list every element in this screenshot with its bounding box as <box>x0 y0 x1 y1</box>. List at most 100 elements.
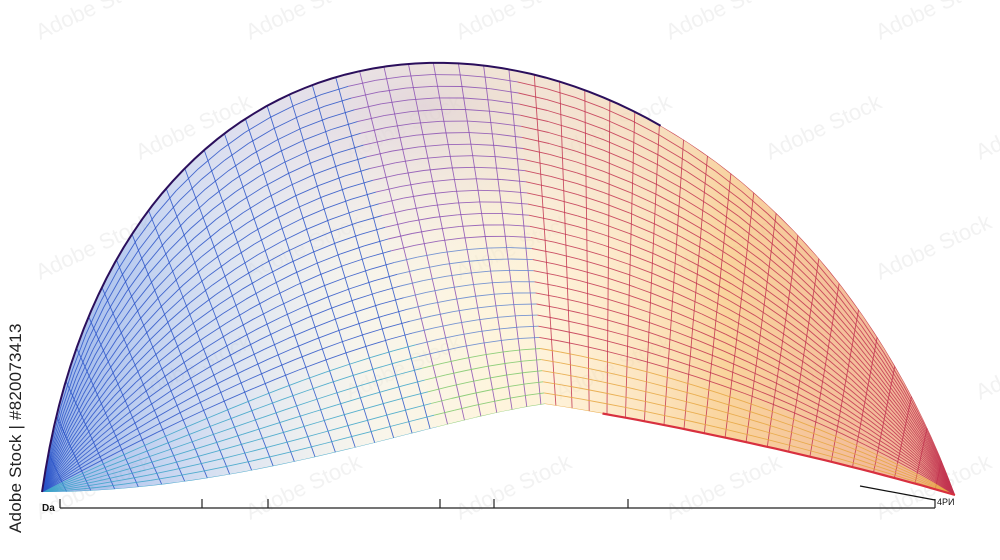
mesh-line-v <box>625 355 649 363</box>
mesh-line-v <box>721 367 747 379</box>
mesh-line-v <box>578 237 604 246</box>
mesh-line-v <box>919 428 939 462</box>
mesh-line-v <box>353 292 378 301</box>
mesh-line-v <box>75 344 92 379</box>
mesh-line-v <box>768 205 794 231</box>
mesh-line-v <box>630 181 658 196</box>
mesh-line-v <box>721 375 746 387</box>
mesh-line-v <box>59 447 79 470</box>
mesh-line-v <box>554 241 579 249</box>
mesh-line-v <box>73 410 92 437</box>
mesh-line-v <box>175 319 198 338</box>
mesh-line-v <box>602 360 626 367</box>
mesh-line-v <box>561 373 582 379</box>
mesh-line-v <box>712 197 740 217</box>
mesh-line-v <box>652 273 679 285</box>
mesh-line-v <box>497 145 524 149</box>
mesh-line-v <box>654 233 682 247</box>
mesh-line-v <box>245 285 270 300</box>
mesh-line-v <box>537 314 559 320</box>
mesh-line-v <box>651 302 677 314</box>
mesh-line-v <box>329 210 355 221</box>
mesh-line-v <box>179 178 203 201</box>
mesh-line-v <box>919 432 939 464</box>
mesh-line-v <box>188 354 212 371</box>
mesh-line-v <box>896 419 918 444</box>
mesh-line-v <box>124 334 146 358</box>
mesh-line-v <box>165 218 188 242</box>
mesh-line-v <box>679 255 707 270</box>
mesh-line-v <box>123 256 143 285</box>
mesh-line-v <box>678 274 705 288</box>
mesh-line-v <box>278 380 303 390</box>
mesh-line-v <box>772 373 798 388</box>
mesh-line-v <box>161 284 184 306</box>
mesh-line-v <box>400 280 424 287</box>
mesh-line-v <box>580 323 603 330</box>
mesh-line-v <box>673 340 699 351</box>
mesh-line-v <box>280 306 304 319</box>
mesh-line-v <box>764 236 790 260</box>
mesh-line-v <box>147 321 170 343</box>
mesh-line-v <box>257 241 282 255</box>
mesh-line-v <box>788 266 814 290</box>
mesh-line-v <box>301 207 327 220</box>
mesh-line-v <box>700 322 726 335</box>
mesh-line-v <box>328 448 352 455</box>
watermark-tile: Adobe Stock <box>972 89 1000 165</box>
mesh-line-v <box>85 300 102 335</box>
mesh-line-v <box>264 338 288 350</box>
mesh-line-v <box>872 408 895 430</box>
mesh-line-v <box>248 445 274 453</box>
mesh-line-v <box>535 292 558 298</box>
mesh-line-v <box>494 292 516 295</box>
mesh-line-v <box>465 109 493 112</box>
mesh-line-v <box>732 266 759 285</box>
mesh-line-v <box>116 459 142 469</box>
mesh-line-v <box>841 433 866 446</box>
mesh-line-v <box>162 209 184 233</box>
mesh-line-v <box>549 153 577 163</box>
mesh-line-v <box>310 319 335 330</box>
mesh-line-v <box>254 230 279 245</box>
mesh-line-v <box>718 401 743 410</box>
mesh-line-v <box>902 388 923 423</box>
mesh-line-v <box>812 289 837 315</box>
mesh-line-v <box>626 294 652 304</box>
mesh-line-v <box>520 336 540 339</box>
mesh-line-v <box>910 472 934 485</box>
mesh-line-v <box>603 191 630 204</box>
mesh-line-v <box>603 181 631 193</box>
mesh-line-v <box>650 322 675 332</box>
mesh-line-v <box>523 148 550 155</box>
mesh-line-v <box>347 431 371 439</box>
mesh-line-v <box>70 489 99 493</box>
mesh-line-v <box>894 425 917 449</box>
mesh-line-v <box>156 345 179 364</box>
mesh-line-v <box>648 361 673 370</box>
mesh-line-v <box>922 418 941 456</box>
mesh-line-v <box>716 418 741 426</box>
mesh-line-v <box>302 371 326 381</box>
mesh-line-v <box>258 398 283 409</box>
stock-id-watermark: Adobe Stock | #820073413 <box>6 323 25 533</box>
mesh-line-v <box>576 161 604 172</box>
mesh-line-v <box>95 479 122 486</box>
mesh-line-v <box>854 364 877 390</box>
mesh-line-v <box>114 305 134 333</box>
mesh-line-v <box>723 350 749 363</box>
mesh-line-v <box>814 276 839 304</box>
mesh-line-v <box>186 275 209 295</box>
mesh-line-v <box>526 381 544 385</box>
mesh-line-v <box>459 224 484 227</box>
mesh-line-v <box>873 404 896 427</box>
mesh-line-v <box>498 156 525 161</box>
mesh-line-v <box>631 140 660 156</box>
mesh-line-v <box>295 94 322 106</box>
mesh-line-v <box>789 258 815 284</box>
mesh-line-v <box>725 333 751 348</box>
mesh-line-v <box>800 366 825 384</box>
mesh-line-v <box>840 438 865 450</box>
mesh-line-v <box>522 136 550 144</box>
mesh-line-v <box>602 286 628 296</box>
